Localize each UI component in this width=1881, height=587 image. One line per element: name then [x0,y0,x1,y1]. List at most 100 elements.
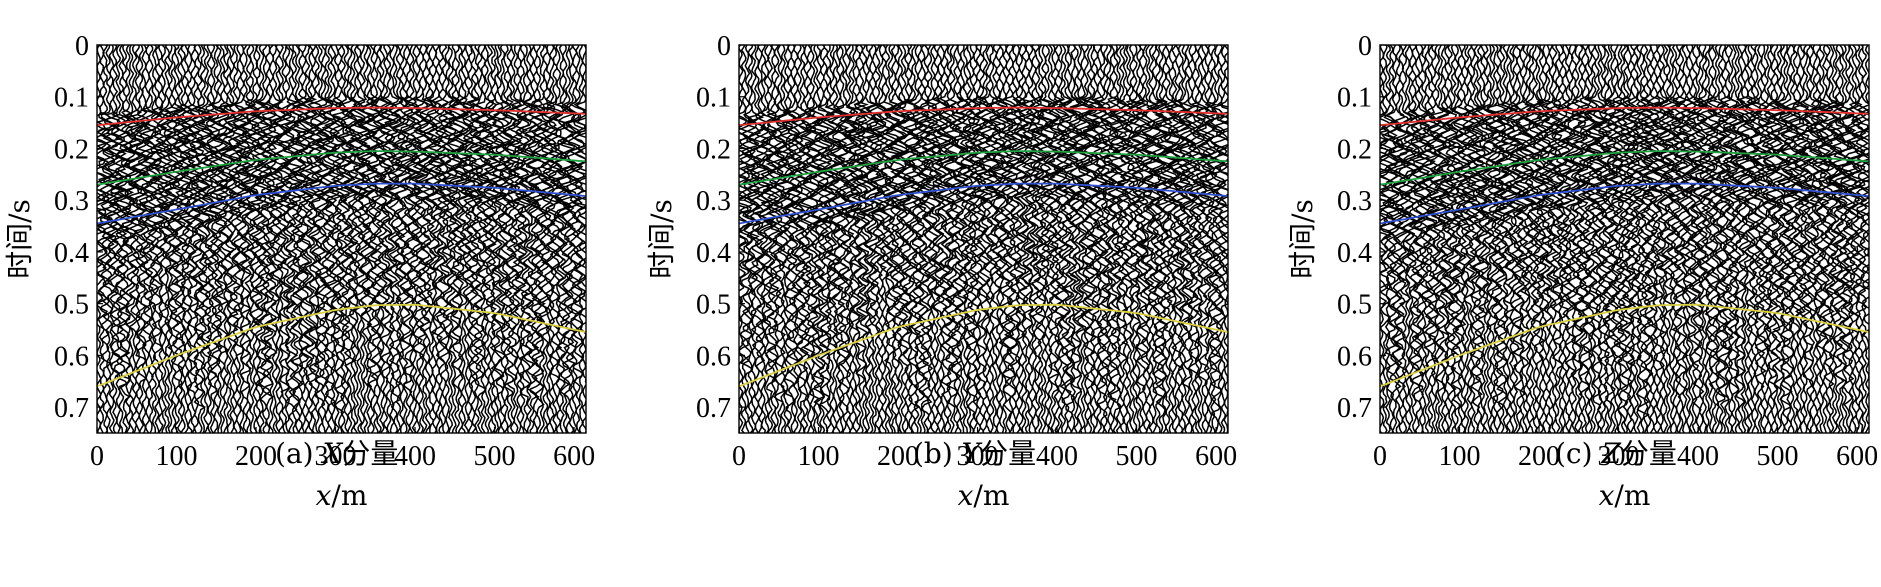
seismic-trace [858,45,877,433]
seismic-trace [1400,45,1421,433]
seismic-trace [1737,45,1758,433]
seismic-trace [1572,45,1590,433]
seismic-trace [816,45,836,433]
y-tick-label: 0.4 [1337,238,1372,269]
caption-suffix: 分量 [980,437,1037,470]
seismic-trace [284,45,305,433]
seismic-trace [1726,45,1748,433]
seismic-trace [1760,45,1780,433]
seismic-trace [1088,45,1109,433]
seismic-trace [1070,45,1089,433]
seismic-trace [1452,45,1473,433]
seismic-trace [417,45,438,433]
seismic-trace [1555,45,1574,433]
seismic-trace [120,45,142,433]
seismic-trace [1557,45,1577,433]
seismic-trace [1160,45,1181,433]
seismic-trace [935,45,956,433]
y-tick-label: 0.2 [54,134,89,165]
seismic-trace [1414,45,1434,433]
x-tick-label: 300 [315,441,357,472]
seismic-trace [1734,45,1754,433]
x-tick-label: 200 [1518,441,1560,472]
trace-group [739,45,1228,433]
y-tick-label: 0.1 [696,83,731,114]
seismic-trace [743,45,764,433]
seismic-trace [1394,45,1415,433]
seismic-trace [257,45,278,433]
seismic-trace [189,45,209,433]
seismic-trace [811,45,833,433]
seismic-trace [739,45,754,433]
seismic-trace [1808,45,1828,433]
seismic-trace [914,45,933,433]
seismic-trace [1134,45,1154,433]
seismic-trace [870,45,891,433]
seismic-trace [1216,45,1228,433]
seismic-trace [489,45,509,433]
seismic-trace [1828,45,1847,433]
seismic-trace [1568,45,1587,433]
seismic-trace [803,45,823,433]
seismic-trace [786,45,806,433]
seismic-trace [145,45,165,433]
seismic-trace [1209,45,1228,433]
seismic-trace [576,45,586,433]
seismic-trace [1062,45,1084,433]
seismic-trace [303,45,324,433]
seismic-trace [1411,45,1431,433]
seismic-trace [1380,45,1396,433]
y-tick-label: 0.7 [1337,393,1372,424]
seismic-trace [513,45,534,433]
seismic-trace [251,45,272,433]
caption-a: (a) X分量 [275,432,398,472]
seismic-trace [1723,45,1744,433]
seismic-trace [1841,45,1862,433]
seismic-trace [757,45,777,433]
seismic-trace [1710,45,1731,433]
seismic-trace [1151,45,1172,433]
y-tick-label: 0.6 [54,341,89,372]
seismic-trace [1141,45,1162,433]
seismic-trace [1081,45,1103,433]
y-tick-label: 0.2 [1337,134,1372,165]
seismic-trace [920,45,940,433]
horizon-line [739,106,1228,127]
x-axis-var: x [316,479,332,512]
seismic-trace [1434,45,1454,433]
seismic-trace [1129,45,1149,433]
seismic-trace [1514,45,1536,433]
seismic-trace [947,45,966,433]
x-axis-label: x/m [1599,479,1651,512]
y-tick-label: 0.5 [696,290,731,321]
x-axis-unit: /m [1614,479,1650,512]
plot-frame [1379,44,1870,434]
seismic-trace [128,45,147,433]
x-tick-label: 300 [1598,441,1640,472]
seismic-trace [222,45,242,433]
y-tick-label: 0.1 [54,83,89,114]
seismic-trace [789,45,810,433]
caption-b: (b) Y分量 [913,432,1036,472]
seismic-trace [493,45,512,433]
seismic-trace [865,45,885,433]
seismic-trace [1447,45,1466,433]
seismic-trace [1485,45,1506,433]
seismic-trace [1498,45,1519,433]
seismic-trace [1580,45,1600,433]
seismic-trace [1460,45,1480,433]
panel-a: 0 0.1 0.2 0.3 0.4 0.5 0.6 0.7 0 100 200 300 400 500 60… [0,0,620,587]
seismic-trace [750,45,772,433]
seismic-trace [1122,45,1143,433]
horizon-line [739,150,1228,186]
seismic-trace [208,45,229,433]
seismic-trace [824,45,846,433]
seismic-trace [1131,45,1153,433]
x-tick-label: 200 [235,441,277,472]
seismic-trace [1103,45,1122,433]
x-tick-label: 0 [732,441,746,472]
seismic-trace [105,45,125,433]
horizon-line [1380,182,1869,225]
y-axis-label: 时间/s [1286,199,1319,279]
